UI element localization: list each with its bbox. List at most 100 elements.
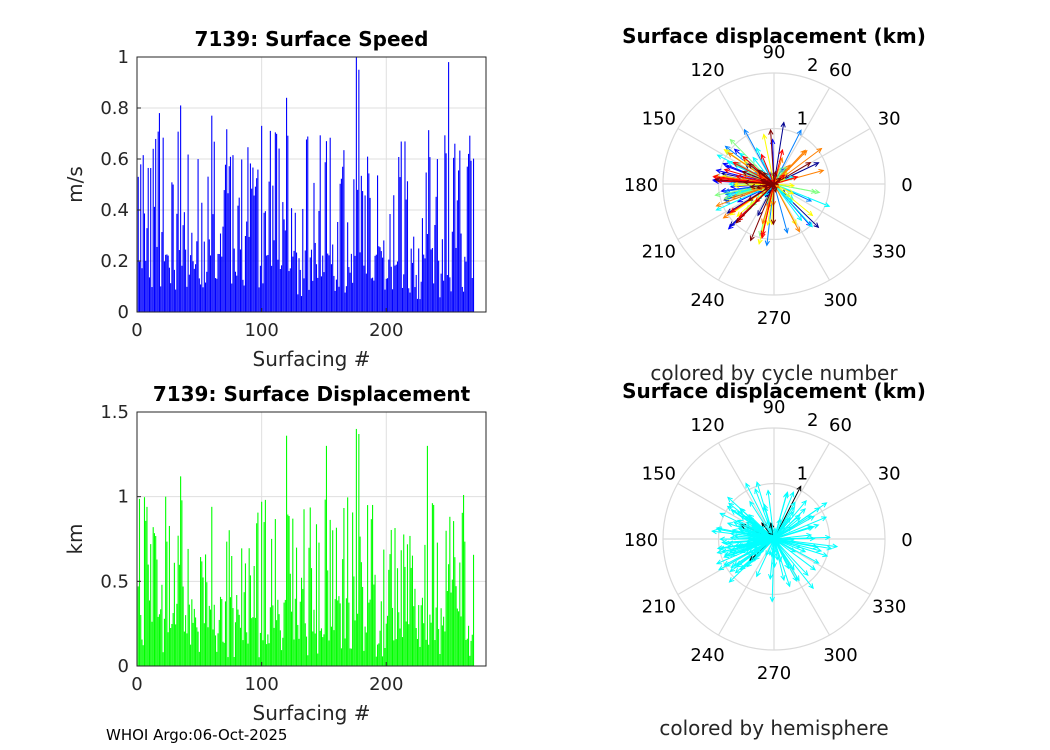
bar: [396, 568, 399, 666]
vector: [730, 538, 775, 572]
vector-head: [730, 509, 737, 515]
angle-label: 90: [763, 42, 786, 63]
bar: [460, 616, 462, 666]
bar: [360, 562, 362, 666]
vector-head: [757, 238, 763, 245]
vector: [734, 538, 775, 547]
bar: [261, 125, 263, 312]
bar: [193, 268, 195, 312]
vector-head: [711, 529, 718, 535]
bar: [404, 566, 406, 666]
bar: [284, 599, 286, 666]
bar: [258, 287, 260, 312]
bar: [209, 255, 212, 312]
bar: [320, 276, 323, 312]
bar: [263, 212, 265, 312]
bar: [424, 258, 426, 312]
chart-title: 7139: Surface Displacement: [153, 382, 471, 406]
bar: [153, 206, 155, 312]
bar: [251, 618, 253, 666]
bar: [254, 617, 256, 666]
bar: [244, 563, 246, 666]
bar: [399, 628, 401, 666]
bar: [339, 603, 341, 666]
bar: [369, 599, 371, 666]
bar: [161, 584, 163, 666]
vector-head: [796, 129, 802, 136]
bar: [158, 614, 160, 666]
bar: [269, 130, 271, 312]
bar: [342, 559, 344, 666]
bar: [372, 504, 374, 666]
bar: [288, 516, 290, 666]
bar: [173, 269, 175, 312]
bar: [247, 643, 249, 666]
vector-head: [723, 540, 730, 546]
x-axis-label: Surfacing #: [253, 347, 371, 371]
bar: [450, 592, 452, 666]
y-tick-label: 0.8: [100, 98, 129, 119]
bar: [353, 179, 355, 312]
y-tick-label: 0.5: [100, 571, 129, 592]
bar: [171, 623, 173, 666]
bar: [291, 611, 293, 666]
bar: [388, 259, 390, 312]
bar: [313, 609, 315, 666]
bar: [385, 278, 387, 312]
vector: [773, 519, 781, 540]
bar: [367, 156, 369, 312]
bar: [400, 141, 402, 312]
vector: [773, 516, 827, 540]
vector-head: [718, 565, 725, 571]
bar: [264, 211, 266, 312]
bar: [259, 265, 261, 312]
bar: [152, 527, 154, 666]
bar: [153, 533, 155, 666]
bar: [147, 564, 149, 666]
bar: [218, 253, 220, 312]
bar: [347, 497, 349, 666]
bar: [374, 574, 376, 666]
bar: [317, 277, 319, 312]
bar: [383, 549, 385, 666]
bar: [458, 611, 460, 666]
bar: [155, 138, 157, 312]
vector-head: [749, 500, 755, 507]
bar: [243, 285, 245, 312]
bar: [433, 283, 435, 312]
bar: [339, 183, 341, 312]
vector-head: [719, 512, 726, 518]
vector-head: [812, 543, 819, 550]
bar: [325, 445, 328, 666]
bar: [178, 250, 180, 312]
bar: [175, 289, 177, 312]
bar: [302, 208, 304, 312]
bar: [221, 599, 223, 666]
bar: [460, 233, 462, 312]
bar: [420, 281, 422, 312]
vector-head: [728, 181, 735, 187]
vector-head: [788, 189, 795, 195]
vector-series: [711, 121, 831, 247]
vector-head: [806, 532, 813, 539]
bar: [163, 261, 165, 312]
angle-label: 30: [878, 464, 901, 485]
bar: [232, 155, 234, 312]
bar: [142, 645, 144, 666]
bar: [401, 637, 404, 666]
panel-polar-cycle: 0 30 60 90 120 150 180 210 240 270 300 330 1 2 Surface…: [622, 24, 926, 385]
bar: [191, 232, 193, 312]
bar: [436, 159, 438, 312]
bar: [202, 287, 204, 312]
bar: [160, 286, 162, 312]
vector-head: [808, 583, 814, 590]
bar: [314, 633, 316, 666]
bar: [151, 287, 153, 312]
vector-head: [752, 156, 758, 163]
bar: [243, 592, 245, 666]
bar: [272, 605, 274, 666]
bar: [362, 586, 364, 666]
panel-displacement: 0 100 200 0 0.5 1 1.5 7139: Surface Displacemen…: [63, 382, 487, 725]
bar: [187, 154, 189, 312]
bar: [180, 476, 182, 666]
